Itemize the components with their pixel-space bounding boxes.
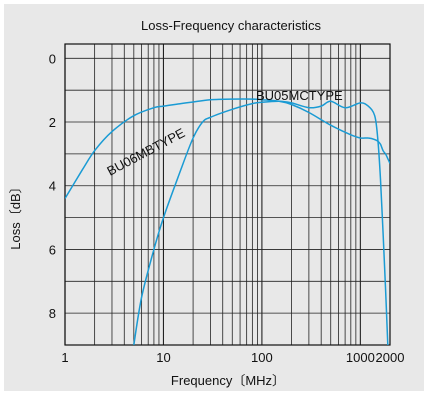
y-tick-label: 4: [49, 179, 56, 194]
tick-labels: 1 10 100 1000 2000 0 2 4 6 8: [49, 51, 405, 365]
y-tick-label: 8: [49, 306, 56, 321]
grid: [64, 44, 391, 346]
x-axis-label: Frequency〔MHz〕: [171, 373, 285, 388]
x-tick-label: 1: [61, 350, 68, 365]
x-tick-label: 100: [251, 350, 273, 365]
chart-frame: [4, 4, 424, 391]
y-tick-label: 2: [49, 115, 56, 130]
x-tick-label: 1000: [346, 350, 375, 365]
y-axis-label: Loss〔dB〕: [8, 180, 23, 249]
series-lines: [65, 98, 390, 345]
x-tick-label: 2000: [376, 350, 405, 365]
annotation-bu05mctype: BU05MCTYPE: [256, 88, 343, 103]
series-line-bu06mbtype: [65, 98, 390, 199]
annotation-bu06mbtype: BU06MBTYPE: [104, 125, 187, 179]
chart-title: Loss-Frequency characteristics: [141, 18, 321, 33]
series-line-bu05mctype: [133, 100, 389, 345]
y-tick-label: 0: [49, 51, 56, 66]
y-tick-label: 6: [49, 242, 56, 257]
x-tick-label: 10: [156, 350, 170, 365]
plot-area-border: [64, 43, 391, 346]
